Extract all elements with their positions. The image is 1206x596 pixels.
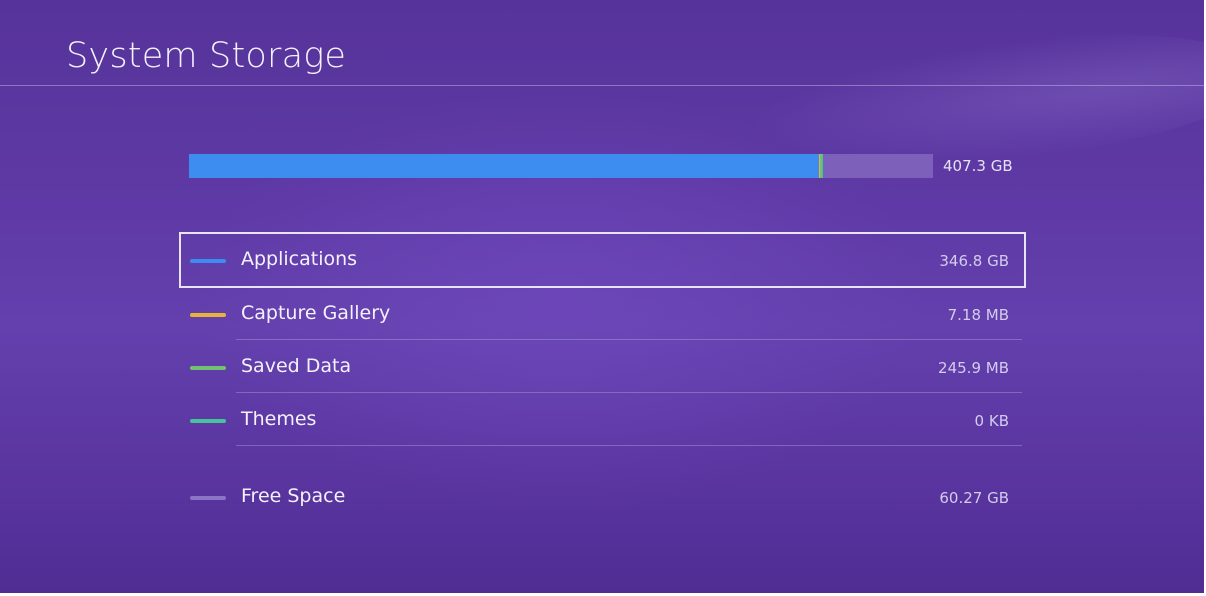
category-label: Saved Data (241, 355, 352, 377)
category-label: Capture Gallery (241, 302, 391, 324)
usage-segment-saved-data (819, 154, 822, 178)
row-divider (236, 339, 1022, 340)
page-title: System Storage (66, 36, 347, 76)
category-row-free-space: Free Space 60.27 GB (181, 471, 1024, 523)
category-label: Themes (241, 408, 317, 430)
title-divider (0, 85, 1204, 86)
category-row-saved-data[interactable]: Saved Data 245.9 MB (181, 341, 1024, 393)
row-divider (236, 392, 1022, 393)
usage-segment-applications (189, 154, 819, 178)
category-size: 0 KB (974, 412, 1009, 430)
usage-segment-capture-gallery (818, 154, 820, 178)
category-size: 7.18 MB (947, 306, 1009, 324)
capture-gallery-color-swatch (190, 313, 226, 317)
category-label: Applications (241, 248, 358, 270)
category-size: 245.9 MB (938, 359, 1009, 377)
total-capacity: 407.3 GB (943, 157, 1013, 175)
themes-color-swatch (190, 419, 226, 423)
usage-segment-themes (821, 154, 823, 178)
row-divider (236, 445, 1022, 446)
category-row-capture-gallery[interactable]: Capture Gallery 7.18 MB (181, 288, 1024, 340)
storage-usage-bar (189, 154, 933, 178)
applications-color-swatch (190, 259, 226, 263)
free-space-label: Free Space (241, 485, 346, 507)
category-size: 346.8 GB (939, 252, 1009, 270)
saved-data-color-swatch (190, 366, 226, 370)
usage-segment-free-space (822, 154, 933, 178)
category-row-applications[interactable]: Applications 346.8 GB (179, 232, 1026, 288)
free-space-size: 60.27 GB (939, 489, 1009, 507)
free-space-color-swatch (190, 496, 226, 500)
category-row-themes[interactable]: Themes 0 KB (181, 394, 1024, 446)
